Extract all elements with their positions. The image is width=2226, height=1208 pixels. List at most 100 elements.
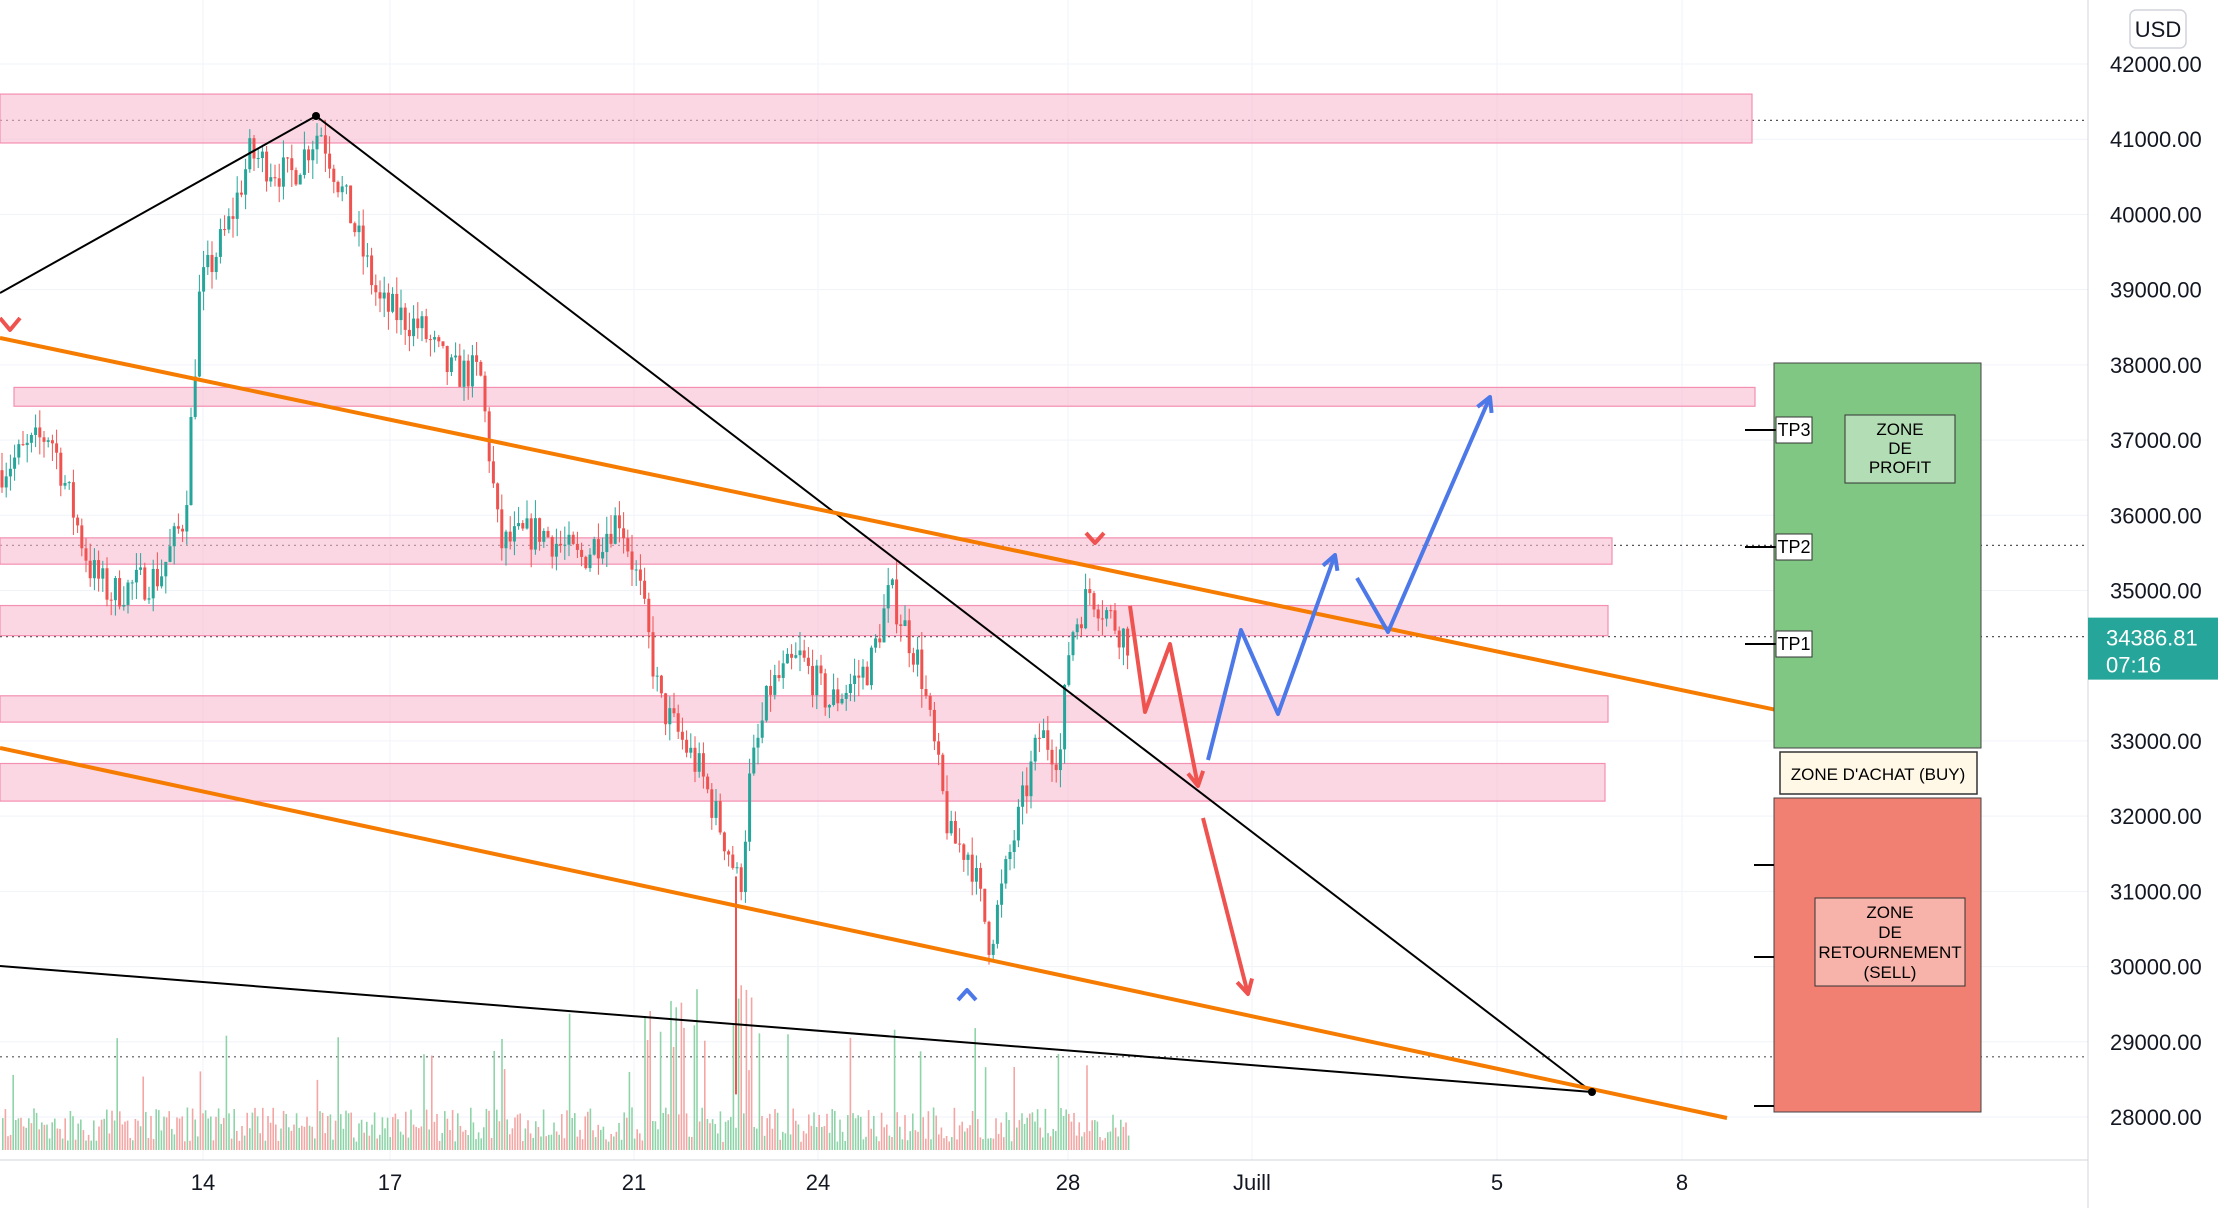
volume-bar xyxy=(436,1114,438,1150)
volume-bar xyxy=(969,1125,971,1150)
candle-body xyxy=(924,688,928,696)
time-axis[interactable]: 14 17 21 24 28 Juill 5 8 xyxy=(0,1159,2088,1195)
volume-bar xyxy=(597,1124,599,1150)
volume-bar xyxy=(360,1119,363,1150)
volume-bar xyxy=(659,1031,662,1150)
volume-bar xyxy=(46,1124,48,1150)
volume-bar xyxy=(186,1107,189,1150)
candle-body xyxy=(17,444,21,458)
volume-bar xyxy=(329,1114,332,1150)
volume-bar xyxy=(1052,1128,1054,1150)
candle-body xyxy=(953,820,957,844)
candle-body xyxy=(231,216,235,219)
candle-body xyxy=(920,649,924,689)
candle-body xyxy=(349,185,353,224)
volume-bar xyxy=(9,1134,12,1150)
volume-bar xyxy=(457,1113,459,1150)
volume-bar xyxy=(451,1110,454,1150)
volume-bar xyxy=(532,1137,534,1150)
candle-body xyxy=(895,579,899,625)
volume-bar xyxy=(805,1133,807,1150)
volume-bar xyxy=(943,1138,945,1150)
volume-bar xyxy=(17,1118,20,1150)
candle-body xyxy=(445,346,449,373)
profit-zone-label: DE xyxy=(1888,439,1912,458)
tp-label: TP3 xyxy=(1777,420,1810,440)
volume-bar xyxy=(857,1115,859,1150)
candle-body xyxy=(554,543,558,557)
time-tick-label: 5 xyxy=(1491,1170,1503,1195)
volume-bar xyxy=(571,1118,573,1150)
current-price-countdown: 07:16 xyxy=(2106,653,2161,678)
candle-body xyxy=(538,518,542,542)
volume-bar xyxy=(724,1121,727,1150)
candle-body xyxy=(487,411,491,462)
candle-body xyxy=(193,376,197,417)
candle-body xyxy=(987,921,991,955)
volume-bar xyxy=(472,1122,475,1150)
volume-bar xyxy=(20,1117,22,1150)
volume-bar xyxy=(311,1126,313,1150)
volume-bar xyxy=(815,1126,818,1150)
price-axis[interactable]: USD 42000.00 41000.00 40000.00 39000.00 38000… xyxy=(2087,0,2218,1208)
volume-bar xyxy=(1021,1113,1023,1150)
candle-body xyxy=(491,461,495,484)
volume-bar xyxy=(896,1112,898,1150)
volume-bar xyxy=(173,1134,176,1150)
volume-bar xyxy=(254,1107,256,1150)
volume-bar xyxy=(847,1115,849,1150)
projection-arrow-blue xyxy=(1355,396,1492,634)
candle-body xyxy=(1012,840,1016,852)
volume-bar xyxy=(12,1074,14,1150)
candle-body xyxy=(370,255,374,286)
volume-bar xyxy=(594,1137,597,1150)
candle-body xyxy=(227,216,231,230)
volume-bar xyxy=(698,1121,701,1150)
volume-bar xyxy=(938,1134,940,1150)
candle-body xyxy=(601,552,605,559)
volume-bar xyxy=(82,1130,85,1150)
volume-bar xyxy=(545,1136,547,1150)
candle-body xyxy=(1042,730,1046,739)
candle-body xyxy=(1084,589,1088,629)
volume-bar xyxy=(1016,1127,1018,1150)
volume-bar xyxy=(1122,1126,1125,1150)
volume-bar xyxy=(519,1113,521,1150)
volume-bar xyxy=(1086,1065,1088,1150)
volume-bar xyxy=(672,1046,675,1150)
arrow-head xyxy=(1476,395,1494,414)
volume-bar xyxy=(623,1112,625,1150)
candle-body xyxy=(365,255,369,257)
candle-body xyxy=(357,225,361,233)
volume-bar xyxy=(1065,1109,1067,1150)
volume-bar xyxy=(740,985,742,1150)
candle-body xyxy=(315,135,319,150)
volume-bar xyxy=(293,1124,295,1150)
buy-zone-label-box xyxy=(1779,751,1978,795)
volume-bar xyxy=(54,1118,56,1150)
volume-bar xyxy=(618,1123,620,1150)
candle-body xyxy=(134,569,138,583)
volume-bar xyxy=(405,1111,407,1150)
candle-body xyxy=(790,653,794,658)
projection-arrows xyxy=(0,316,1494,1002)
candle-body xyxy=(563,544,567,546)
volume-bar xyxy=(644,1015,646,1150)
volume-bar xyxy=(548,1134,550,1150)
candle-body xyxy=(1088,589,1092,594)
candle-body xyxy=(1075,624,1079,633)
volume-bar xyxy=(74,1139,77,1150)
volume-bar xyxy=(389,1137,391,1150)
marker-arrow-blue xyxy=(956,988,978,1002)
volume-bar xyxy=(826,1113,828,1150)
trendline-black xyxy=(0,115,317,294)
volume-bar xyxy=(467,1135,469,1150)
price-zone xyxy=(0,93,1753,144)
candle-body xyxy=(727,851,731,855)
volume-bar xyxy=(392,1117,394,1150)
candle-body xyxy=(269,177,273,182)
volume-bar xyxy=(626,1117,628,1150)
volume-bar xyxy=(971,1111,974,1150)
volume-bar xyxy=(38,1129,40,1150)
